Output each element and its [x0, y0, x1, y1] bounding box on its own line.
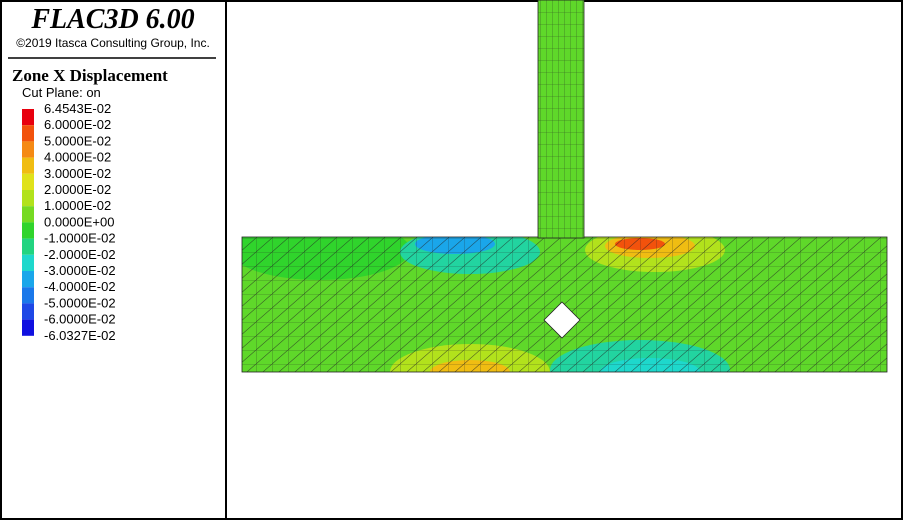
legend-swatch: [22, 271, 34, 288]
legend-label: -1.0000E-02: [44, 231, 116, 246]
legend-label: -4.0000E-02: [44, 279, 116, 294]
legend-swatch: [22, 303, 34, 320]
legend-swatch: [22, 319, 34, 336]
legend-label: 0.0000E+00: [44, 214, 114, 229]
legend-subtitle: Cut Plane: on: [22, 85, 101, 100]
model-view: [241, 0, 888, 373]
legend-swatch: [22, 190, 34, 207]
legend-swatch: [22, 141, 34, 158]
legend-label: -6.0327E-02: [44, 328, 116, 343]
legend-panel: FLAC3D 6.00 ©2019 Itasca Consulting Grou…: [8, 4, 216, 343]
legend-label: -3.0000E-02: [44, 263, 116, 278]
legend-label: 1.0000E-02: [44, 198, 111, 213]
legend-title: Zone X Displacement: [12, 66, 168, 85]
legend-swatch: [22, 125, 34, 142]
legend-label: 5.0000E-02: [44, 133, 111, 148]
copyright: ©2019 Itasca Consulting Group, Inc.: [16, 36, 210, 50]
legend-swatch: [22, 287, 34, 304]
app-title: FLAC3D 6.00: [30, 4, 194, 35]
legend-label: 4.0000E-02: [44, 150, 111, 165]
legend-swatch: [22, 222, 34, 239]
legend-swatch: [22, 254, 34, 271]
legend-swatch: [22, 238, 34, 255]
legend-label: -2.0000E-02: [44, 247, 116, 262]
legend-swatch: [22, 173, 34, 190]
legend-label: -6.0000E-02: [44, 312, 116, 327]
legend-label: 2.0000E-02: [44, 182, 111, 197]
legend-swatch: [22, 157, 34, 174]
legend-label: -5.0000E-02: [44, 295, 116, 310]
legend-label: 6.0000E-02: [44, 117, 111, 132]
legend-label: 3.0000E-02: [44, 166, 111, 181]
legend-swatch: [22, 206, 34, 223]
legend-swatch: [22, 109, 34, 126]
legend-label: 6.4543E-02: [44, 101, 111, 116]
